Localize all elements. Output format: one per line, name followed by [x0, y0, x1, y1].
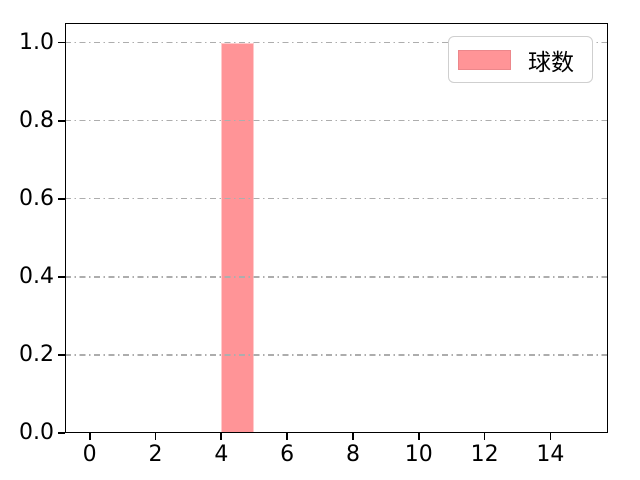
x-tick-mark	[154, 433, 157, 440]
x-tick-mark	[286, 433, 289, 440]
x-tick-label: 14	[536, 442, 565, 467]
x-tick-mark	[549, 433, 552, 440]
y-gridline	[65, 198, 608, 200]
x-tick-label: 10	[404, 442, 433, 467]
x-tick-label: 0	[82, 442, 97, 467]
plot-area-border	[65, 23, 608, 433]
y-tick-mark	[58, 119, 65, 122]
x-tick-mark	[88, 433, 91, 440]
y-tick-label: 0.4	[19, 263, 54, 289]
y-gridline	[65, 276, 608, 278]
y-gridline	[65, 41, 608, 44]
x-tick-label: 4	[214, 442, 229, 467]
y-tick-mark	[58, 354, 65, 356]
legend-swatch-pitch-count	[458, 49, 511, 70]
x-tick-mark	[483, 433, 486, 440]
y-tick-label: 0.6	[19, 185, 54, 211]
y-gridline	[65, 119, 608, 122]
x-tick-mark	[220, 433, 223, 440]
y-tick-mark	[58, 197, 65, 200]
x-tick-label: 12	[470, 442, 499, 467]
y-tick-mark	[58, 275, 65, 278]
y-tick-mark	[58, 41, 65, 44]
y-gridline	[65, 354, 608, 356]
x-tick-label: 6	[280, 442, 295, 467]
legend-label-pitch-count: 球数	[528, 49, 574, 76]
bar-pitch-count	[221, 42, 255, 433]
legend: 球数	[448, 36, 593, 83]
y-tick-label: 0.0	[19, 420, 54, 445]
x-tick-label: 2	[148, 442, 163, 467]
y-tick-mark	[58, 432, 65, 434]
x-tick-mark	[417, 433, 420, 440]
y-tick-label: 1.0	[19, 29, 54, 55]
y-tick-label: 0.2	[19, 341, 54, 367]
y-tick-label: 0.8	[19, 107, 54, 133]
x-tick-mark	[352, 433, 354, 440]
x-tick-label: 8	[345, 442, 360, 467]
